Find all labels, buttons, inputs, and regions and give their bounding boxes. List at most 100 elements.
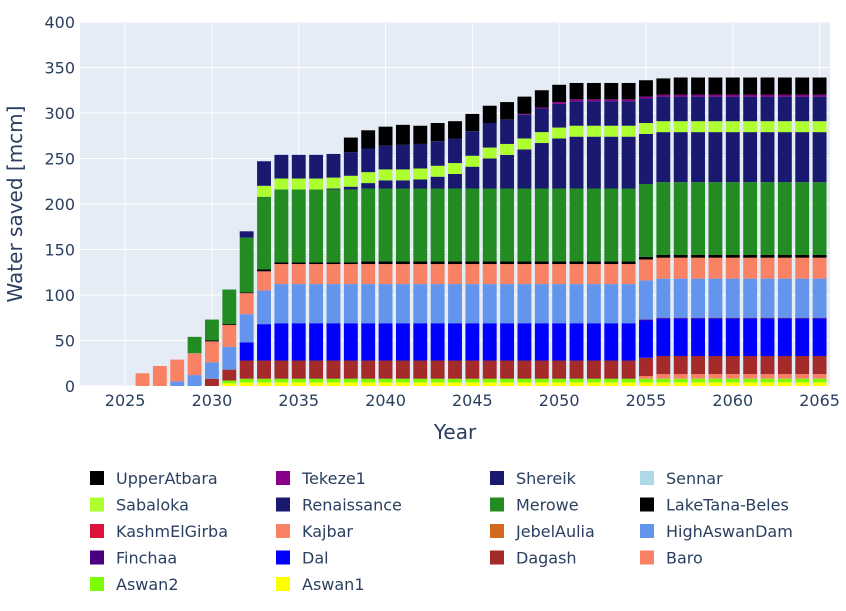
legend-item[interactable]: Shereik xyxy=(490,469,577,488)
bar-segment xyxy=(309,382,324,386)
bar-segment xyxy=(708,378,723,383)
legend-item[interactable]: JebelAulia xyxy=(490,522,595,541)
bar-segment xyxy=(708,254,723,258)
bar-segment xyxy=(708,318,723,356)
bar-segment xyxy=(430,378,445,383)
bar-segment xyxy=(274,264,289,285)
bar-segment xyxy=(812,94,827,97)
bar-segment xyxy=(291,189,306,263)
bar-segment xyxy=(691,132,705,183)
bar-segment xyxy=(517,96,532,114)
legend-item[interactable]: Aswan2 xyxy=(90,575,179,594)
bar-segment xyxy=(691,378,705,383)
bar-segment xyxy=(222,325,237,347)
bar-segment xyxy=(465,113,480,132)
bar-segment xyxy=(795,254,810,258)
bar-segment xyxy=(760,374,775,379)
legend-swatch xyxy=(490,524,504,538)
bar-segment xyxy=(656,378,671,383)
bar-segment xyxy=(812,355,827,375)
bar-segment xyxy=(708,121,723,133)
bar-segment xyxy=(430,261,445,265)
x-tick-label: 2035 xyxy=(278,391,319,410)
bar-segment xyxy=(395,169,410,181)
bar-segment xyxy=(326,177,341,189)
bar-segment xyxy=(222,324,237,326)
x-tick-label: 2050 xyxy=(539,391,580,410)
bar-segment xyxy=(725,121,740,133)
y-axis-title: Water saved [mcm] xyxy=(3,106,27,303)
legend-item[interactable]: Dal xyxy=(276,549,329,568)
bar-segment xyxy=(604,264,619,285)
legend-item[interactable]: Kajbar xyxy=(276,522,353,541)
bar-segment xyxy=(534,264,549,285)
bar-segment xyxy=(361,188,376,262)
x-tick-label: 2030 xyxy=(192,391,233,410)
bar-segment xyxy=(656,318,671,356)
bar-segment xyxy=(378,360,393,379)
bar-segment xyxy=(604,125,619,137)
bar-segment xyxy=(500,143,515,155)
bar-segment xyxy=(534,90,549,108)
bar-segment xyxy=(239,342,254,361)
legend-item[interactable]: KashmElGirba xyxy=(90,522,228,541)
bar-segment xyxy=(448,264,462,285)
bar-segment xyxy=(795,132,810,183)
bar-segment xyxy=(708,355,723,375)
bar-segment xyxy=(448,173,462,189)
legend-item[interactable]: HighAswanDam xyxy=(640,522,793,541)
y-tick-label: 400 xyxy=(44,13,75,32)
legend-item[interactable]: Baro xyxy=(640,549,703,568)
bar-segment xyxy=(795,77,810,95)
bar-segment xyxy=(812,374,827,379)
bar-segment xyxy=(500,261,515,265)
bar-segment xyxy=(222,383,237,386)
legend-item[interactable]: Sabaloka xyxy=(90,496,189,515)
legend-item[interactable]: Tekeze1 xyxy=(276,469,366,488)
bar-segment xyxy=(812,318,827,356)
x-tick-label: 2025 xyxy=(105,391,146,410)
x-tick-label: 2055 xyxy=(626,391,667,410)
bars-group xyxy=(135,77,827,386)
bar-segment xyxy=(534,188,549,262)
bar-segment xyxy=(430,264,445,285)
bar-segment xyxy=(552,382,567,386)
bar-segment xyxy=(465,155,480,167)
bar-segment xyxy=(586,261,601,265)
bar-segment xyxy=(291,264,306,285)
legend-item[interactable]: Aswan1 xyxy=(276,575,365,594)
bar-segment xyxy=(673,317,688,319)
bar-segment xyxy=(586,125,601,137)
bar-segment xyxy=(552,138,567,189)
bar-segment xyxy=(413,360,428,379)
bar-segment xyxy=(205,341,219,363)
bar-segment xyxy=(586,188,601,262)
bar-segment xyxy=(569,284,584,324)
bar-segment xyxy=(586,323,601,361)
y-tick-label: 300 xyxy=(44,104,75,123)
bar-segment xyxy=(378,382,393,386)
bar-segment xyxy=(448,378,462,383)
legend-item[interactable]: Merowe xyxy=(490,496,579,515)
bar-segment xyxy=(448,121,462,139)
bar-segment xyxy=(343,175,358,187)
bar-segment xyxy=(500,154,515,189)
bar-segment xyxy=(656,182,671,255)
legend-item[interactable]: Finchaa xyxy=(90,549,177,568)
bar-segment xyxy=(639,320,653,358)
bar-segment xyxy=(395,382,410,386)
bar-segment xyxy=(812,278,827,318)
bar-segment xyxy=(413,284,428,324)
bar-segment xyxy=(777,355,792,375)
legend-item[interactable]: Dagash xyxy=(490,549,577,568)
legend-item[interactable]: Renaissance xyxy=(276,496,402,515)
legend-item[interactable]: Sennar xyxy=(640,469,723,488)
bar-segment xyxy=(586,378,601,383)
legend-item[interactable]: UpperAtbara xyxy=(90,469,218,488)
bar-segment xyxy=(343,382,358,386)
legend-item[interactable]: LakeTana-Beles xyxy=(640,496,789,515)
bar-segment xyxy=(639,259,653,281)
x-tick-label: 2060 xyxy=(712,391,753,410)
legend-label: JebelAulia xyxy=(515,522,595,541)
bar-segment xyxy=(691,94,705,97)
